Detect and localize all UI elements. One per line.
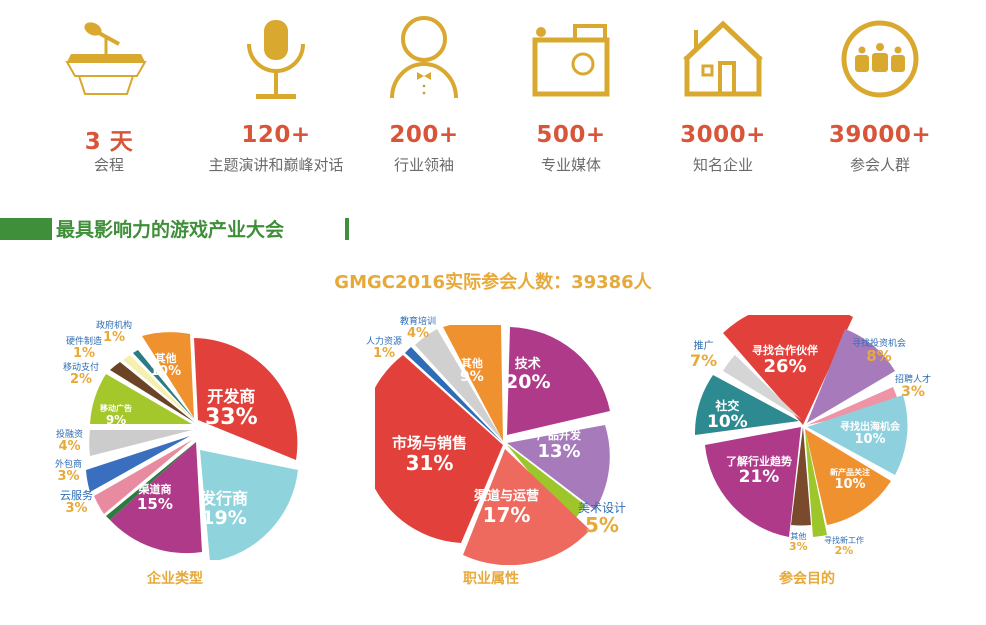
pie3-label-social: 社交 10% [707, 399, 748, 433]
pie-job-role [375, 325, 610, 565]
pie3-label-new-product: 新产品关注 10% [830, 468, 870, 492]
slice-product [507, 425, 610, 510]
pie3-label-recruit: 招聘人才 3% [895, 375, 932, 401]
pie1-label-investment: 投融资 4% [56, 430, 84, 455]
slice-social [695, 375, 799, 435]
pie1-label-other: 其他 10% [150, 352, 182, 380]
slice-trends [705, 427, 801, 537]
pie3-label-partner: 寻找合作伙伴 26% [752, 344, 818, 378]
house-icon [683, 20, 763, 97]
stat-value: 39000+ [828, 122, 932, 148]
pie-attendance-purpose [695, 315, 908, 537]
stat-value: 120+ [241, 122, 311, 148]
pie1-label-developer: 开发商 33% [205, 387, 258, 430]
pie2-label-ops: 渠道与运营 17% [474, 489, 540, 528]
slice-mobile-pay [110, 362, 194, 422]
pie3-label-new-job: 寻找新工作 2% [824, 536, 864, 558]
pie1-label-outsourcing: 外包商 3% [55, 460, 83, 485]
slice-new-job [805, 429, 827, 537]
pie2-label-product: 产品开发 13% [537, 429, 581, 463]
slice-ops [463, 449, 590, 565]
stat-value: 3 天 [84, 129, 134, 155]
banner-accent-bar [0, 218, 52, 240]
slice-channel [110, 442, 202, 554]
microphone-icon [247, 20, 305, 99]
pie1-caption: 企业类型 [147, 571, 203, 587]
pie1-label-mobile-pay: 移动支付 2% [63, 363, 100, 388]
slice-hardware [123, 355, 195, 421]
stat-label: 会程 [93, 156, 124, 174]
pie1-label-mobile-ads: 移动广告 9% [100, 404, 132, 427]
slice-mobile-ads [90, 374, 192, 424]
pie3-label-trends: 了解行业趋势 21% [726, 455, 792, 488]
slice-new-product [805, 429, 891, 525]
slice-art [507, 445, 585, 523]
pie2-label-hr: 人力资源 1% [366, 337, 403, 362]
slice-cloud-accent [106, 442, 196, 520]
stat-value: 200+ [389, 122, 459, 148]
stat-label: 主题演讲和巅峰对话 [208, 156, 344, 174]
pie2-label-marketing: 市场与销售 31% [392, 434, 468, 475]
slice-investment [807, 329, 895, 423]
attendance-subtitle: GMGC2016实际参会人数：39386人 [334, 272, 652, 293]
pie2-label-education: 教育培训 4% [400, 317, 437, 342]
stat-label: 专业媒体 [540, 156, 601, 174]
slice-promotion [723, 355, 801, 419]
pie2-label-other: 其他 9% [460, 357, 484, 386]
pie3-caption: 参会目的 [779, 571, 835, 587]
pie1-label-government: 政府机构 1% [96, 321, 133, 346]
slice-other [443, 325, 503, 441]
stat-label: 参会人群 [849, 156, 910, 174]
pie3-label-investment: 寻找投资机会 8% [852, 339, 907, 366]
slice-government [133, 350, 195, 420]
person-bowtie-icon [390, 16, 458, 99]
pie-company-type [86, 332, 298, 560]
stat-label: 知名企业 [692, 156, 753, 174]
pie3-label-promotion: 推广 7% [690, 341, 718, 370]
pie2-caption: 职业属性 [463, 571, 519, 587]
slice-investment [89, 430, 192, 456]
slice-tech [507, 327, 610, 435]
slice-hr [405, 347, 503, 443]
pie3-label-overseas: 寻找出海机会 10% [840, 422, 900, 447]
slice-partner [723, 315, 853, 425]
slice-developer [194, 338, 298, 460]
slice-overseas [807, 395, 908, 475]
pie2-label-art: 美术设计 5% [578, 501, 627, 537]
slice-cloud [94, 440, 192, 514]
pie1-label-channel: 渠道商 15% [137, 483, 173, 514]
pie1-label-hardware: 硬件制造 1% [66, 337, 103, 362]
slice-marketing [375, 355, 503, 543]
slice-other [791, 427, 811, 526]
slice-publisher [200, 450, 298, 560]
stat-label: 行业领袖 [393, 156, 454, 174]
slice-education [415, 329, 503, 441]
slice-other [142, 332, 194, 418]
slice-outsourcing [86, 436, 190, 492]
podium-icon [65, 22, 147, 95]
slice-recruit [807, 387, 899, 425]
camera-icon [532, 24, 610, 97]
group-people-icon [841, 20, 919, 98]
pie1-label-publisher: 发行商 19% [200, 489, 249, 529]
pie1-label-cloud: 云服务 3% [60, 489, 93, 516]
stat-value: 500+ [536, 122, 606, 148]
banner-end-mark [345, 218, 349, 240]
section-title: 最具影响力的游戏产业大会 [56, 219, 285, 241]
stat-value: 3000+ [680, 122, 766, 148]
pie3-label-other: 其他 3% [789, 532, 808, 554]
pie2-label-tech: 技术 20% [505, 357, 551, 394]
